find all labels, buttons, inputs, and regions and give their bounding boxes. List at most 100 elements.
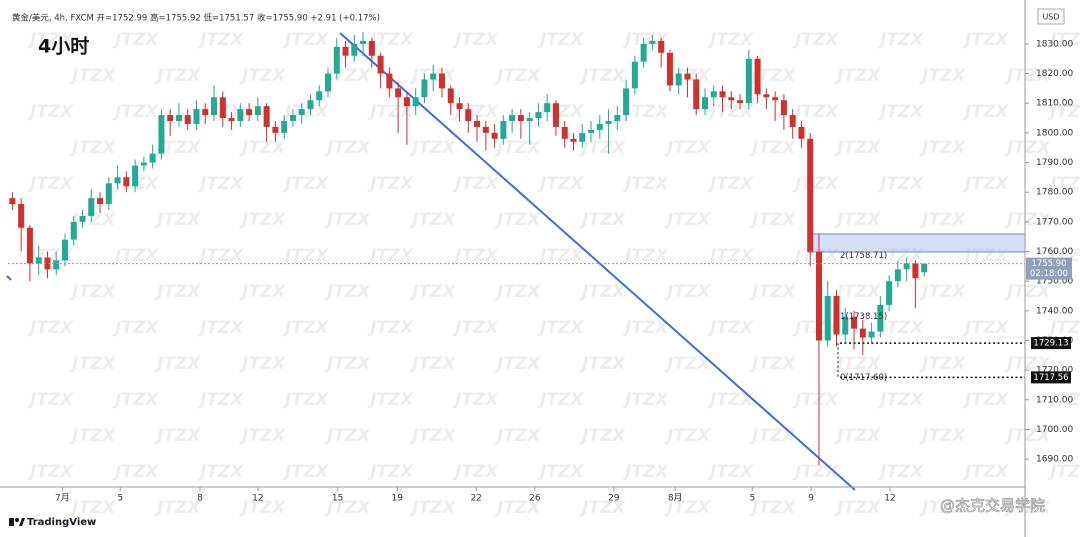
candle-body — [579, 132, 586, 142]
candle-body — [412, 97, 419, 107]
candle-body — [719, 91, 726, 98]
watermark: JTZX — [537, 246, 584, 266]
candle-body — [649, 40, 656, 44]
candle-body — [79, 215, 86, 222]
watermark: JTZX — [324, 210, 371, 230]
candle-body — [438, 73, 445, 89]
timeframe-title: 4小时 — [38, 36, 89, 58]
candle-body — [737, 100, 744, 104]
watermark: JTZX — [69, 354, 116, 374]
watermark: JTZX — [537, 30, 584, 50]
watermark: JTZX — [664, 426, 711, 446]
watermark: JTZX — [367, 246, 414, 266]
watermark: JTZX — [367, 318, 414, 338]
watermark: JTZX — [239, 354, 286, 374]
candle-body — [596, 123, 603, 130]
watermark: JTZX — [494, 354, 541, 374]
watermark: JTZX — [707, 174, 754, 194]
watermark: JTZX — [579, 498, 626, 518]
watermark: JTZX — [112, 318, 159, 338]
watermark: JTZX — [324, 354, 371, 374]
candle-body — [386, 73, 393, 89]
candle-body — [798, 126, 805, 139]
watermark: JTZX — [367, 462, 414, 482]
candle-body — [763, 94, 770, 98]
watermark: JTZX — [919, 210, 966, 230]
candle-body — [114, 177, 121, 184]
watermark: JTZX — [622, 30, 669, 50]
watermark: JTZX — [239, 282, 286, 302]
candle-body — [614, 115, 621, 122]
watermark: JTZX — [664, 498, 711, 518]
candle-body — [675, 73, 682, 86]
watermark: JTZX — [1047, 30, 1080, 50]
y-tick-label: 1800.00 — [1036, 128, 1073, 138]
candle-body — [377, 55, 384, 74]
watermark: JTZX — [834, 426, 881, 446]
candle-body — [219, 97, 226, 119]
x-tick-label: 12 — [884, 494, 895, 504]
watermark: JTZX — [962, 102, 1009, 122]
watermark: JTZX — [452, 30, 499, 50]
y-tick-label: 1760.00 — [1036, 247, 1073, 257]
watermark: JTZX — [1004, 354, 1051, 374]
watermark: JTZX — [877, 318, 924, 338]
watermark: JTZX — [664, 354, 711, 374]
watermark: JTZX — [239, 210, 286, 230]
level-badge — [1031, 337, 1071, 350]
candle-body — [316, 91, 323, 101]
watermark: JTZX — [707, 390, 754, 410]
watermark: JTZX — [282, 462, 329, 482]
watermark: JTZX — [707, 246, 754, 266]
watermark: JTZX — [494, 138, 541, 158]
trend-line-stub — [6, 275, 12, 281]
watermark: JTZX — [749, 210, 796, 230]
watermark: JTZX — [154, 66, 201, 86]
watermark: JTZX — [112, 102, 159, 122]
watermark: JTZX — [1047, 390, 1080, 410]
candle-body — [105, 183, 112, 205]
watermark: JTZX — [367, 102, 414, 122]
candle-body — [360, 40, 367, 44]
watermark: JTZX — [69, 66, 116, 86]
candle-body — [912, 263, 919, 279]
watermark: JTZX — [197, 246, 244, 266]
watermark: JTZX — [749, 138, 796, 158]
watermark: JTZX — [452, 102, 499, 122]
watermark: JTZX — [877, 102, 924, 122]
candle-body — [333, 46, 340, 74]
candle-body — [26, 227, 33, 264]
signature: @杰克交易学院 — [940, 497, 1045, 515]
candle-body — [237, 109, 244, 122]
watermark: JTZX — [324, 138, 371, 158]
watermark: JTZX — [834, 138, 881, 158]
watermark: JTZX — [409, 354, 456, 374]
candle-body — [886, 281, 893, 305]
watermark: JTZX — [367, 390, 414, 410]
watermark: JTZX — [622, 390, 669, 410]
level-price: 1729.13 — [1033, 339, 1068, 349]
candle-body — [211, 97, 218, 116]
candle-body — [701, 97, 708, 110]
watermark: JTZX — [69, 138, 116, 158]
watermark: JTZX — [537, 102, 584, 122]
candle-body — [570, 138, 577, 142]
candle-body — [710, 91, 717, 98]
watermark: JTZX — [919, 66, 966, 86]
resistance-zone — [807, 233, 1026, 253]
candle-body — [859, 328, 866, 338]
watermark: JTZX — [962, 30, 1009, 50]
watermark: JTZX — [1004, 282, 1051, 302]
watermark: JTZX — [877, 246, 924, 266]
candle-body — [368, 40, 375, 56]
candle-body — [754, 58, 761, 95]
watermark: JTZX — [452, 246, 499, 266]
watermark: JTZX — [877, 390, 924, 410]
watermark: JTZX — [494, 426, 541, 446]
x-tick-label: 8 — [197, 494, 203, 504]
watermark: JTZX — [919, 426, 966, 446]
watermark: JTZX — [792, 102, 839, 122]
watermark: JTZX — [367, 174, 414, 194]
candle-body — [403, 97, 410, 107]
watermark: JTZX — [239, 426, 286, 446]
